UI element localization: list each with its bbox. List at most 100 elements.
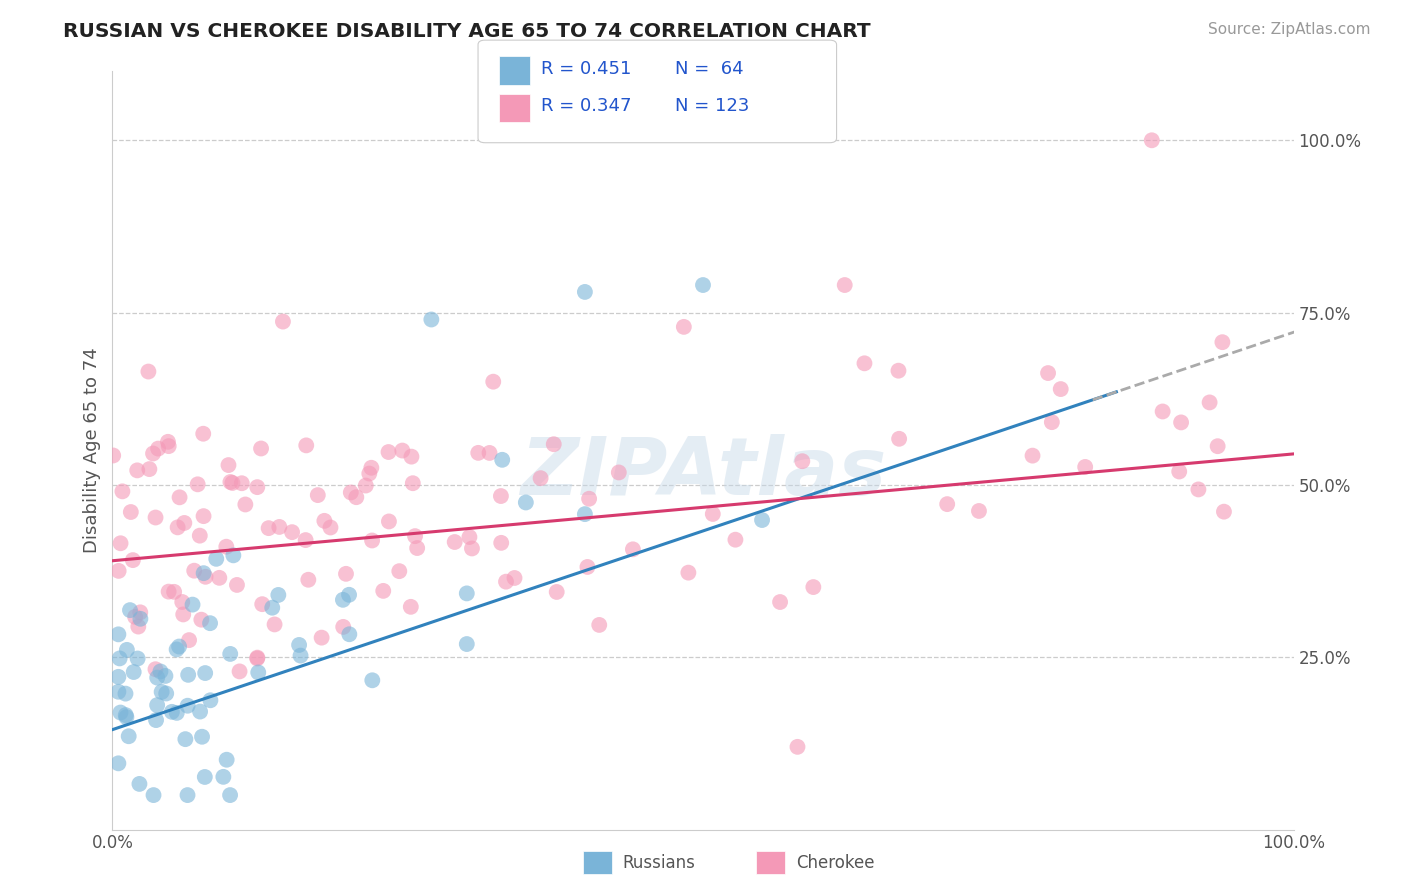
Point: [226, 578, 249, 592]
Point: [190, 613, 212, 627]
Point: [122, 665, 145, 679]
Point: [127, 619, 149, 633]
Point: [360, 460, 382, 475]
Point: [188, 528, 211, 542]
Point: [267, 588, 290, 602]
Point: [1206, 439, 1229, 453]
Point: [149, 665, 172, 679]
Point: [491, 452, 513, 467]
Point: [359, 467, 381, 481]
Point: [530, 471, 553, 485]
Point: [222, 549, 245, 563]
Y-axis label: Disability Age 65 to 74: Disability Age 65 to 74: [83, 348, 101, 553]
Point: [107, 670, 129, 684]
Point: [212, 770, 235, 784]
Point: [297, 573, 319, 587]
Point: [294, 533, 316, 547]
Point: [138, 365, 160, 379]
Point: [391, 443, 413, 458]
Point: [111, 484, 134, 499]
Text: N =  64: N = 64: [675, 60, 744, 78]
Point: [194, 666, 217, 681]
Point: [183, 564, 205, 578]
Point: [269, 520, 291, 534]
Point: [221, 475, 243, 490]
Point: [388, 564, 411, 578]
Point: [337, 588, 360, 602]
Point: [361, 533, 384, 548]
Point: [1211, 335, 1233, 350]
Point: [166, 642, 188, 657]
Point: [340, 485, 363, 500]
Point: [114, 687, 136, 701]
Point: [166, 520, 188, 534]
Point: [887, 432, 910, 446]
Point: [193, 509, 215, 524]
Point: [607, 466, 630, 480]
Point: [456, 637, 478, 651]
Point: [174, 732, 197, 747]
Point: [215, 540, 238, 554]
Point: [231, 476, 253, 491]
Point: [702, 507, 724, 521]
Point: [307, 488, 329, 502]
Point: [107, 685, 129, 699]
Point: [177, 633, 200, 648]
Point: [692, 278, 714, 293]
Point: [332, 592, 354, 607]
Point: [495, 574, 517, 589]
Point: [792, 454, 814, 468]
Point: [578, 491, 600, 506]
Point: [801, 580, 824, 594]
Point: [724, 533, 747, 547]
Point: [1049, 382, 1071, 396]
Point: [354, 478, 377, 492]
Point: [257, 521, 280, 535]
Point: [219, 475, 242, 489]
Point: [576, 560, 599, 574]
Text: Cherokee: Cherokee: [796, 854, 875, 871]
Point: [478, 446, 501, 460]
Point: [319, 520, 342, 534]
Point: [138, 462, 160, 476]
Point: [489, 489, 512, 503]
Point: [247, 665, 270, 680]
Point: [110, 706, 132, 720]
Point: [145, 662, 167, 676]
Point: [443, 535, 465, 549]
Point: [786, 739, 808, 754]
Point: [515, 495, 537, 509]
Point: [621, 542, 644, 557]
Point: [173, 516, 195, 530]
Point: [1198, 395, 1220, 409]
Text: R = 0.347: R = 0.347: [541, 97, 631, 115]
Point: [129, 605, 152, 619]
Point: [295, 438, 318, 452]
Point: [1187, 483, 1209, 497]
Point: [332, 620, 354, 634]
Point: [678, 566, 700, 580]
Point: [1140, 133, 1163, 147]
Point: [263, 617, 285, 632]
Point: [181, 598, 204, 612]
Point: [503, 571, 526, 585]
Point: [215, 753, 238, 767]
Point: [288, 638, 311, 652]
Point: [546, 585, 568, 599]
Point: [769, 595, 792, 609]
Point: [311, 631, 333, 645]
Point: [155, 669, 177, 683]
Point: [420, 312, 443, 326]
Point: [155, 686, 177, 700]
Point: [406, 541, 429, 555]
Point: [198, 616, 221, 631]
Point: [107, 627, 129, 641]
Text: N = 123: N = 123: [675, 97, 749, 115]
Point: [118, 729, 141, 743]
Point: [281, 525, 304, 540]
Point: [252, 597, 274, 611]
Point: [456, 586, 478, 600]
Text: RUSSIAN VS CHEROKEE DISABILITY AGE 65 TO 74 CORRELATION CHART: RUSSIAN VS CHEROKEE DISABILITY AGE 65 TO…: [63, 22, 870, 41]
Point: [176, 698, 198, 713]
Point: [115, 643, 138, 657]
